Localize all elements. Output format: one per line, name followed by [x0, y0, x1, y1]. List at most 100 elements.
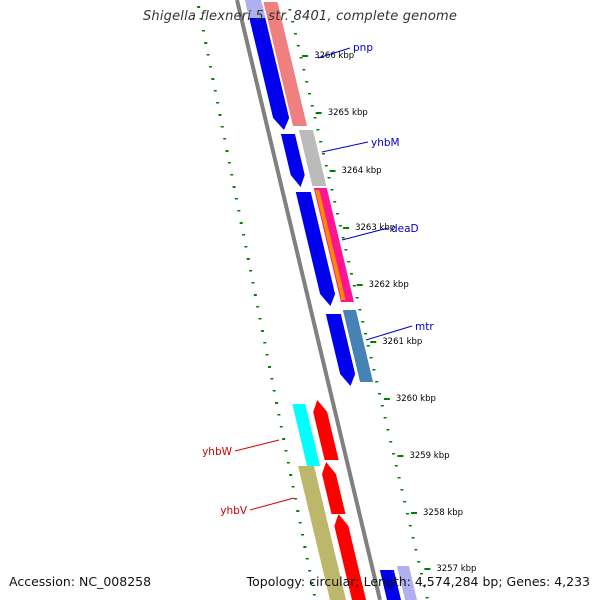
- gc-dot: [327, 177, 331, 179]
- gc-dot: [301, 534, 305, 536]
- gc-dot: [361, 321, 365, 323]
- cds-bottom: [379, 570, 401, 600]
- cds-yhbW-red: [313, 400, 339, 460]
- gene-label-deaD: deaD: [391, 223, 419, 235]
- tick-label: 3261 kbp: [382, 337, 422, 347]
- label-leader-line: [234, 439, 280, 452]
- gc-dot: [411, 537, 415, 539]
- gc-dot: [263, 342, 267, 344]
- gc-dot: [208, 66, 212, 68]
- gc-dot: [389, 441, 393, 443]
- gc-dot: [291, 21, 295, 23]
- gc-dot: [383, 417, 387, 419]
- gc-dot: [369, 357, 373, 359]
- gc-dot: [350, 273, 353, 275]
- gc-dot: [330, 189, 334, 191]
- gc-dot: [242, 234, 246, 236]
- gc-dot: [293, 498, 297, 500]
- gc-dot: [364, 333, 367, 335]
- label-leader-line: [249, 497, 295, 511]
- gc-dot: [249, 270, 253, 272]
- tick-marks: 3266 kbp 3265 kbp 3264 kbp 3263 kbp 3262 kbp…: [302, 51, 476, 574]
- gc-dot: [256, 306, 260, 308]
- gc-dot: [366, 345, 370, 347]
- gc-dot: [197, 6, 201, 8]
- cds-deaD: [295, 192, 336, 306]
- gc-dot: [414, 549, 418, 551]
- gc-dot: [230, 174, 234, 176]
- gc-dot: [316, 129, 320, 131]
- gene-label-yhbM: yhbM: [371, 137, 400, 149]
- tick-mark: [329, 170, 336, 172]
- gc-dot: [244, 246, 248, 248]
- tick-label: 3263 kbp: [355, 223, 395, 233]
- gc-dot: [319, 141, 323, 143]
- tick-label: 3265 kbp: [328, 108, 368, 118]
- tick-mark: [411, 512, 418, 514]
- gc-dot: [237, 210, 241, 212]
- gc-dot: [227, 162, 231, 164]
- gc-dot: [201, 30, 205, 32]
- gc-dot: [302, 69, 306, 71]
- gc-dot: [253, 294, 257, 296]
- cds-yhbW: [292, 404, 321, 466]
- gc-dot: [288, 9, 292, 11]
- rna-yhbM: [298, 130, 327, 186]
- gc-dot: [258, 318, 262, 320]
- gc-dot: [216, 102, 220, 104]
- gc-dot: [232, 186, 236, 188]
- gc-dot: [298, 522, 302, 524]
- gc-dot: [260, 330, 264, 332]
- gc-dot: [310, 582, 314, 584]
- gc-dot: [305, 558, 309, 560]
- gc-dot: [333, 201, 337, 203]
- gc-dot: [275, 402, 279, 404]
- gc-dot: [425, 597, 429, 599]
- gc-dot: [344, 249, 348, 251]
- gene-label-yhbV: yhbV: [220, 505, 248, 517]
- tick-label: 3257 kbp: [436, 564, 476, 574]
- gc-dot: [225, 150, 229, 152]
- cds-top-faded: [245, 0, 266, 18]
- cds-mtr: [325, 314, 356, 386]
- gc-dot: [347, 261, 351, 263]
- gc-dot: [284, 450, 288, 452]
- tick-mark: [302, 55, 309, 57]
- gc-dot: [352, 285, 356, 287]
- gc-dot: [400, 489, 404, 491]
- gc-dot: [406, 513, 409, 515]
- gc-content-track: [197, 6, 316, 596]
- gc-dot: [338, 225, 342, 227]
- label-leader-line: [317, 47, 351, 59]
- gc-dot: [289, 474, 293, 476]
- gc-dot: [341, 237, 345, 239]
- gc-dot: [358, 309, 362, 311]
- gc-dot: [322, 153, 325, 155]
- gc-dot: [380, 405, 384, 407]
- accession-text: Accession: NC_008258: [9, 574, 152, 589]
- gc-dot: [296, 510, 300, 512]
- gc-dot: [312, 594, 316, 596]
- gc-dot: [308, 570, 312, 572]
- gc-dot: [265, 354, 269, 356]
- gc-dot: [310, 105, 314, 107]
- gc-dot: [303, 546, 307, 548]
- genome-backbone: [235, 0, 382, 600]
- gc-dot: [305, 81, 309, 83]
- gc-dot: [213, 90, 217, 92]
- cds-yhbV: [298, 466, 346, 600]
- gc-dot: [267, 366, 271, 368]
- cds-yhbM: [280, 134, 305, 187]
- tick-mark: [370, 341, 377, 343]
- tick-mark: [315, 112, 322, 114]
- tick-mark: [356, 284, 363, 286]
- gene-label-yhbW: yhbW: [202, 446, 233, 458]
- tick-label: 3260 kbp: [396, 394, 436, 404]
- tick-mark: [343, 227, 350, 229]
- gc-dot: [386, 429, 390, 431]
- rna-bottom: [396, 566, 417, 600]
- gc-dot: [291, 486, 295, 488]
- gc-dot: [378, 393, 381, 395]
- gc-dot: [336, 213, 339, 215]
